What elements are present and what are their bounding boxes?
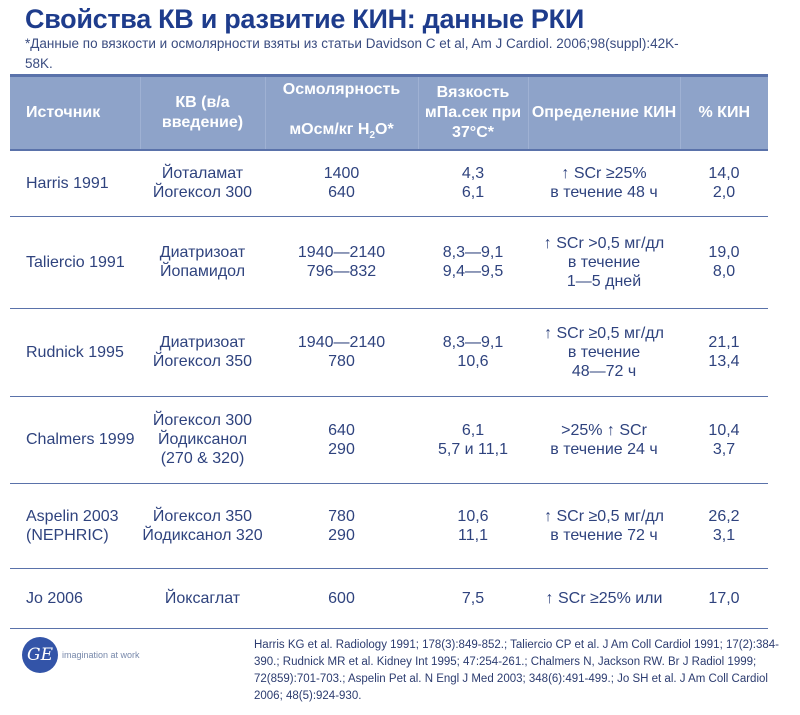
cell-source: Aspelin 2003 (NEPHRIC): [26, 507, 119, 544]
cell-definition: ↑ SCr ≥25% в течение 48 ч: [550, 165, 658, 202]
cell-source: Jo 2006: [26, 589, 83, 607]
cell-osmolality: 640 290: [328, 421, 355, 458]
header-osm-unit: мОсм/кг H: [289, 120, 370, 138]
header-agent: КВ (в/а введение): [139, 75, 265, 150]
cell-osmolality: 600: [328, 589, 355, 607]
table-row: Jo 2006 Йоксаглат 600 7,5 ↑ SCr ≥25% или 17,0: [10, 568, 768, 628]
cell-osmolality: 1940—2140 780: [297, 334, 386, 370]
cell-osmolality: 1400 640: [323, 165, 360, 202]
cell-viscosity: 4,3 6,1: [461, 165, 485, 202]
cell-viscosity: 10,6 11,1: [457, 507, 489, 544]
cell-source: Chalmers 1999: [26, 431, 135, 448]
cell-viscosity: 8,3—9,1 9,4—9,5: [442, 244, 504, 280]
cell-source: Rudnick 1995: [26, 343, 124, 361]
header-viscosity: Вязкость мПа.сек при 37°C*: [417, 75, 528, 150]
logo-tagline: imagination at work: [62, 649, 140, 660]
cell-source: Harris 1991: [26, 174, 109, 192]
header-cin: % КИН: [679, 75, 768, 150]
cell-agent: Йогексол 350 Йодиксанол 320: [142, 507, 263, 544]
cell-definition: ↑ SCr >0,5 мг/дл в течение 1—5 дней: [543, 234, 665, 290]
cell-cin: 14,0 2,0: [708, 165, 740, 202]
cell-osmolality: 780 290: [328, 507, 355, 544]
header-osmolality: Осмолярность мОсм/кг H2O*: [264, 75, 418, 150]
cell-cin: 21,1 13,4: [708, 334, 740, 370]
cell-viscosity: 6,1 5,7 и 11,1: [437, 421, 509, 458]
cell-cin: 19,0 8,0: [708, 244, 740, 280]
cell-definition: >25% ↑ SCr в течение 24 ч: [550, 421, 658, 458]
cell-agent: Йоксаглат: [164, 589, 241, 607]
table-row: Taliercio 1991 Диатризоат Йопамидол 1940—2…: [10, 216, 768, 308]
cell-cin: 10,4 3,7: [708, 421, 740, 458]
cell-definition: ↑ SCr ≥0,5 мг/дл в течение 72 ч: [544, 507, 664, 544]
footer: GE imagination at work Harris KG et al. R…: [0, 629, 800, 715]
cell-cin: 26,2 3,1: [708, 507, 740, 544]
cell-agent: Йогексол 300 Йодиксанол (270 & 320): [152, 412, 253, 467]
cell-agent: Диатризоат Йопамидол: [159, 244, 246, 280]
table-row: Chalmers 1999 Йогексол 300 Йодиксанол (27…: [10, 396, 768, 483]
header-definition: Определение КИН: [527, 75, 680, 150]
table-row: Rudnick 1995 Диатризоат Йогексол 350 1940—…: [10, 308, 768, 396]
cell-viscosity: 7,5: [461, 589, 485, 607]
cell-agent: Диатризоат Йогексол 350: [152, 334, 253, 370]
references: Harris KG et al. Radiology 1991; 178(3):…: [254, 638, 780, 702]
header-osm-unit-end: O*: [375, 120, 394, 138]
cell-cin: 17,0: [708, 589, 740, 607]
table-row: Aspelin 2003 (NEPHRIC) Йогексол 350 Йодик…: [10, 483, 768, 568]
rct-table: Источник КВ (в/а введение) Осмолярность м…: [10, 74, 768, 629]
cell-definition: ↑ SCr ≥25% или: [545, 589, 663, 607]
header-osm-sub: 2: [369, 130, 376, 142]
cell-agent: Йоталамат Йогексол 300: [152, 165, 253, 202]
header-source: Источник: [10, 75, 140, 150]
header-row: Источник КВ (в/а введение) Осмолярность м…: [10, 75, 768, 150]
header-osm-label: Осмолярность: [282, 80, 401, 98]
cell-definition: ↑ SCr ≥0,5 мг/дл в течение 48—72 ч: [544, 324, 664, 380]
table-row: Harris 1991 Йоталамат Йогексол 300 1400 64…: [10, 150, 768, 216]
cell-source: Taliercio 1991: [26, 253, 125, 271]
source-note: *Данные по вязкости и осмолярности взяты…: [25, 36, 679, 71]
ge-logo: GE imagination at work: [22, 636, 242, 673]
cell-osmolality: 1940—2140 796—832: [297, 244, 386, 280]
slide-title: Свойства КВ и развитие КИН: данные РКИ: [25, 4, 584, 34]
ge-logo-mark: GE: [22, 636, 58, 673]
cell-viscosity: 8,3—9,1 10,6: [442, 334, 504, 370]
